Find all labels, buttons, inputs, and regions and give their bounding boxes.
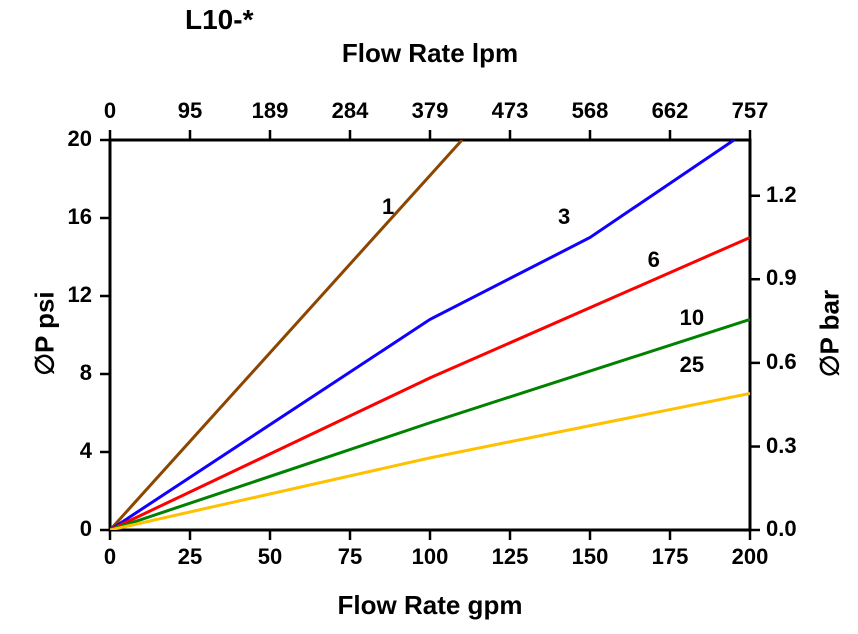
bottom-tick-label: 150 — [560, 544, 620, 570]
bottom-tick-label: 200 — [720, 544, 780, 570]
series-label: 6 — [648, 247, 660, 273]
bottom-tick-label: 100 — [400, 544, 460, 570]
bottom-tick-label: 25 — [160, 544, 220, 570]
left-tick-label: 4 — [52, 438, 92, 464]
series-line — [110, 140, 734, 530]
top-tick-label: 757 — [720, 98, 780, 124]
right-tick-label: 1.2 — [766, 182, 816, 208]
series-line — [110, 238, 750, 531]
bottom-tick-label: 50 — [240, 544, 300, 570]
top-tick-label: 189 — [240, 98, 300, 124]
series-label: 25 — [680, 352, 704, 378]
top-tick-label: 379 — [400, 98, 460, 124]
chart-svg — [0, 0, 858, 634]
bottom-tick-label: 125 — [480, 544, 540, 570]
left-tick-label: 8 — [52, 360, 92, 386]
top-tick-label: 0 — [80, 98, 140, 124]
right-tick-label: 0.6 — [766, 349, 816, 375]
left-tick-label: 16 — [52, 204, 92, 230]
left-tick-label: 20 — [52, 126, 92, 152]
series-label: 10 — [680, 305, 704, 331]
series-label: 3 — [558, 204, 570, 230]
top-tick-label: 662 — [640, 98, 700, 124]
bottom-tick-label: 175 — [640, 544, 700, 570]
chart-root: { "chart": { "type": "line", "title": "L… — [0, 0, 858, 634]
top-tick-label: 284 — [320, 98, 380, 124]
right-tick-label: 0.0 — [766, 516, 816, 542]
series-label: 1 — [382, 194, 394, 220]
top-tick-label: 473 — [480, 98, 540, 124]
left-tick-label: 12 — [52, 282, 92, 308]
top-tick-label: 95 — [160, 98, 220, 124]
series-line — [110, 394, 750, 531]
bottom-tick-label: 75 — [320, 544, 380, 570]
bottom-tick-label: 0 — [80, 544, 140, 570]
right-tick-label: 0.9 — [766, 265, 816, 291]
right-tick-label: 0.3 — [766, 433, 816, 459]
top-tick-label: 568 — [560, 98, 620, 124]
left-tick-label: 0 — [52, 516, 92, 542]
